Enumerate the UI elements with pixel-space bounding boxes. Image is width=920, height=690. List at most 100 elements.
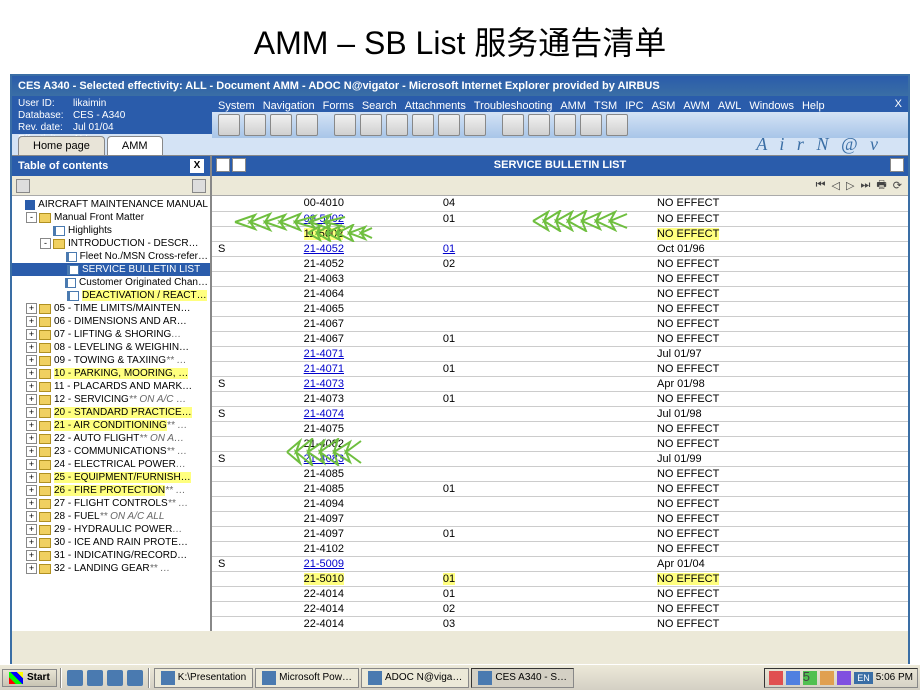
tool-btn[interactable] xyxy=(412,114,434,136)
tree-item[interactable]: +20 - STANDARD PRACTICE… xyxy=(12,406,210,419)
menu-awm[interactable]: AWM xyxy=(683,100,709,110)
tree-expander-icon[interactable]: + xyxy=(26,472,37,483)
lang-indicator[interactable]: EN xyxy=(854,672,873,684)
tree-item[interactable]: +09 - TOWING & TAXIING** … xyxy=(12,354,210,367)
tray-icon[interactable] xyxy=(837,671,851,685)
task-button[interactable]: CES A340 - S… xyxy=(471,668,574,688)
tree-expander-icon[interactable]: - xyxy=(26,212,37,223)
tree-item[interactable]: +07 - LIFTING & SHORING… xyxy=(12,328,210,341)
tree-body[interactable]: AIRCRAFT MAINTENANCE MANUAL-Manual Front… xyxy=(12,196,210,631)
menu-awl[interactable]: AWL xyxy=(718,100,741,110)
tree-item[interactable]: +29 - HYDRAULIC POWER… xyxy=(12,523,210,536)
tool-btn[interactable] xyxy=(502,114,524,136)
tree-item[interactable]: +08 - LEVELING & WEIGHIN… xyxy=(12,341,210,354)
quicklaunch-icon[interactable] xyxy=(87,670,103,686)
tree-item[interactable]: +30 - ICE AND RAIN PROTE… xyxy=(12,536,210,549)
tree-item[interactable]: +28 - FUEL** ON A/C ALL xyxy=(12,510,210,523)
nav-last-icon[interactable]: ⏭ xyxy=(860,179,870,192)
tree-print-icon[interactable] xyxy=(192,179,206,193)
tree-expander-icon[interactable]: + xyxy=(26,485,37,496)
menu-troubleshooting[interactable]: Troubleshooting xyxy=(474,100,552,110)
menu-asm[interactable]: ASM xyxy=(652,100,676,110)
tree-expander-icon[interactable]: + xyxy=(26,420,37,431)
menu-forms[interactable]: Forms xyxy=(323,100,354,110)
tree-item[interactable]: AIRCRAFT MAINTENANCE MANUAL xyxy=(12,198,210,211)
menu-windows[interactable]: Windows xyxy=(749,100,794,110)
tree-expander-icon[interactable]: + xyxy=(26,433,37,444)
hdr-btn-icon[interactable] xyxy=(232,158,246,172)
tool-btn[interactable] xyxy=(360,114,382,136)
sb-link[interactable]: 00-5002 xyxy=(304,213,344,225)
sb-link[interactable]: 21-4074 xyxy=(304,408,344,420)
tree-expander-icon[interactable]: + xyxy=(26,498,37,509)
tree-item[interactable]: +32 - LANDING GEAR** … xyxy=(12,562,210,575)
tree-expander-icon[interactable]: + xyxy=(26,446,37,457)
tool-btn[interactable] xyxy=(386,114,408,136)
tool-btn[interactable] xyxy=(334,114,356,136)
tree-item[interactable]: -Manual Front Matter xyxy=(12,211,210,224)
tree-expander-icon[interactable]: + xyxy=(26,368,37,379)
quicklaunch-icon[interactable] xyxy=(107,670,123,686)
rev-link[interactable]: 01 xyxy=(443,243,455,255)
tree-expander-icon[interactable]: + xyxy=(26,563,37,574)
tool-btn[interactable] xyxy=(270,114,292,136)
nav-refresh-icon[interactable]: ⟳ xyxy=(893,179,902,192)
tree-item[interactable]: +05 - TIME LIMITS/MAINTEN… xyxy=(12,302,210,315)
tree-item[interactable]: +24 - ELECTRICAL POWER… xyxy=(12,458,210,471)
tree-item[interactable]: +26 - FIRE PROTECTION** … xyxy=(12,484,210,497)
menu-ipc[interactable]: IPC xyxy=(625,100,643,110)
menu-navigation[interactable]: Navigation xyxy=(263,100,315,110)
sb-link[interactable]: 21-4071 xyxy=(304,363,344,375)
tree-item[interactable]: +10 - PARKING, MOORING, … xyxy=(12,367,210,380)
sb-link[interactable]: 21-4083 xyxy=(304,453,344,465)
table-area[interactable]: 00-401004NO EFFECT00-500201NO EFFECT11-5… xyxy=(212,196,908,631)
sb-link[interactable]: 21-4052 xyxy=(304,243,344,255)
tree-item[interactable]: +22 - AUTO FLIGHT** ON A… xyxy=(12,432,210,445)
tree-expander-icon[interactable]: + xyxy=(26,316,37,327)
tree-item[interactable]: +21 - AIR CONDITIONING** … xyxy=(12,419,210,432)
tree-item[interactable]: +25 - EQUIPMENT/FURNISH… xyxy=(12,471,210,484)
close-x[interactable]: X xyxy=(895,98,902,110)
tree-item[interactable]: +31 - INDICATING/RECORD… xyxy=(12,549,210,562)
tool-btn[interactable] xyxy=(606,114,628,136)
task-button[interactable]: Microsoft Pow… xyxy=(255,668,359,688)
sb-link[interactable]: 21-4071 xyxy=(304,348,344,360)
tool-btn[interactable] xyxy=(528,114,550,136)
nav-print-icon[interactable]: 🖶 xyxy=(876,176,886,195)
tree-expander-icon[interactable]: + xyxy=(26,511,37,522)
tool-btn[interactable] xyxy=(296,114,318,136)
tray-icon[interactable] xyxy=(786,671,800,685)
tree-expander-icon[interactable]: + xyxy=(26,537,37,548)
tree-close-icon[interactable]: X xyxy=(190,159,204,173)
menu-search[interactable]: Search xyxy=(362,100,397,110)
tree-expander-icon[interactable]: + xyxy=(26,342,37,353)
restore-icon[interactable] xyxy=(890,158,904,172)
tree-expander-icon[interactable]: + xyxy=(26,394,37,405)
tree-expander-icon[interactable]: + xyxy=(26,459,37,470)
menu-attachments[interactable]: Attachments xyxy=(405,100,466,110)
tool-btn[interactable] xyxy=(438,114,460,136)
task-button[interactable]: K:\Presentation xyxy=(154,668,253,688)
menu-system[interactable]: System xyxy=(218,100,255,110)
tree-item[interactable]: DEACTIVATION / REACT… xyxy=(12,289,210,302)
nav-next-icon[interactable]: ▷ xyxy=(846,179,854,192)
tree-item[interactable]: +06 - DIMENSIONS AND AR… xyxy=(12,315,210,328)
start-button[interactable]: Start xyxy=(2,669,57,687)
quicklaunch-icon[interactable] xyxy=(67,670,83,686)
tree-expander-icon[interactable]: + xyxy=(26,524,37,535)
tree-expander-icon[interactable]: + xyxy=(26,407,37,418)
tree-item[interactable]: +12 - SERVICING** ON A/C … xyxy=(12,393,210,406)
tree-expander-icon[interactable]: + xyxy=(26,381,37,392)
tree-item[interactable]: Highlights xyxy=(12,224,210,237)
tree-tool-icon[interactable] xyxy=(16,179,30,193)
tree-expander-icon[interactable]: + xyxy=(26,550,37,561)
tool-btn[interactable] xyxy=(580,114,602,136)
tool-btn[interactable] xyxy=(554,114,576,136)
menu-tsm[interactable]: TSM xyxy=(594,100,617,110)
tool-btn[interactable] xyxy=(244,114,266,136)
tree-expander-icon[interactable]: + xyxy=(26,329,37,340)
tool-btn[interactable] xyxy=(218,114,240,136)
quicklaunch-icon[interactable] xyxy=(127,670,143,686)
tree-item[interactable]: +11 - PLACARDS AND MARK… xyxy=(12,380,210,393)
sb-link[interactable]: 21-5009 xyxy=(304,558,344,570)
